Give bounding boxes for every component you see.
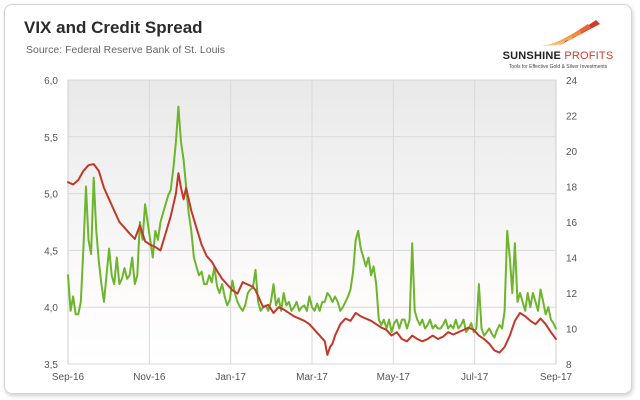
y-right-tick-label: 16 bbox=[566, 218, 578, 229]
y-right-tick-label: 22 bbox=[566, 112, 578, 123]
y-left-tick-label: 4,0 bbox=[44, 303, 58, 314]
y-left-tick-label: 6,0 bbox=[44, 76, 58, 87]
x-tick-label: Nov-16 bbox=[133, 372, 166, 383]
logo-name-bold: SUNSHINE bbox=[502, 50, 562, 62]
x-tick-label: May-17 bbox=[377, 372, 411, 383]
x-tick-label: Mar-17 bbox=[296, 372, 328, 383]
y-right-tick-label: 12 bbox=[566, 289, 578, 300]
logo-wordmark: SUNSHINE PROFITS bbox=[496, 50, 620, 62]
logo-tagline: Tools for Effective Gold & Silver Invest… bbox=[508, 64, 608, 70]
y-right-tick-label: 8 bbox=[566, 360, 572, 371]
y-right-tick-label: 18 bbox=[566, 183, 578, 194]
y-right-tick-label: 24 bbox=[566, 76, 578, 87]
chart-title: VIX and Credit Spread bbox=[24, 18, 203, 37]
y-left-tick-label: 4,5 bbox=[44, 246, 58, 257]
sunshine-profits-logo: SUNSHINE PROFITS Tools for Effective Gol… bbox=[496, 14, 620, 70]
y-right-tick-label: 10 bbox=[566, 325, 578, 336]
y-left-tick-label: 5,0 bbox=[44, 190, 58, 201]
x-tick-label: Sep-16 bbox=[52, 372, 85, 383]
sun-rays-icon bbox=[542, 20, 600, 46]
x-tick-label: Sep-17 bbox=[540, 372, 573, 383]
x-tick-label: Jan-17 bbox=[215, 372, 246, 383]
y-right-tick-label: 14 bbox=[566, 254, 578, 265]
logo-name-light: PROFITS bbox=[564, 50, 614, 62]
credit-spread-line bbox=[67, 163, 557, 356]
y-left-tick-label: 5,5 bbox=[44, 133, 58, 144]
y-right-tick-label: 20 bbox=[566, 147, 578, 158]
y-left-tick-label: 3,5 bbox=[44, 360, 58, 371]
x-tick-label: Jul-17 bbox=[461, 372, 489, 383]
chart-subtitle: Source: Federal Reserve Bank of St. Loui… bbox=[26, 44, 226, 56]
